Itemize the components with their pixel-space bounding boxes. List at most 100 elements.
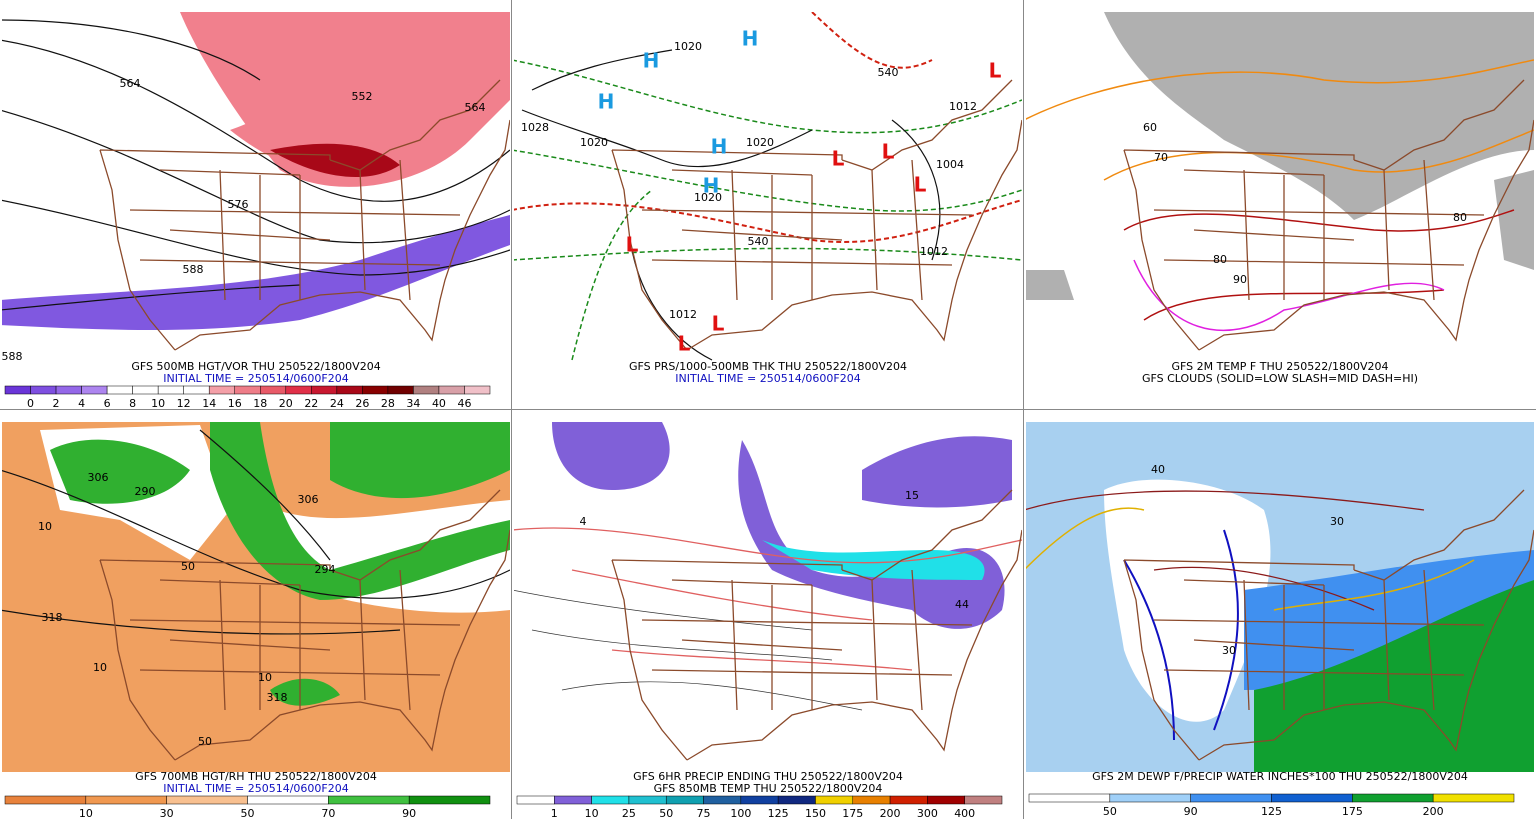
colorbar-segment — [336, 385, 363, 395]
colorbar-label: 40 — [432, 397, 446, 410]
colorbar-label: 90 — [402, 807, 416, 819]
contour-label: 576 — [228, 198, 249, 211]
panel-precip — [514, 422, 1022, 772]
colorbar-label: 10 — [79, 807, 93, 819]
colorbar-label: 50 — [1103, 805, 1117, 818]
colorbar-label: 12 — [177, 397, 191, 410]
colorbar-label: 8 — [129, 397, 136, 410]
caption: GFS 2M DEWP F/PRECIP WATER INCHES*100 TH… — [1092, 770, 1468, 783]
colorbar-segment — [464, 385, 491, 395]
contour-label: 30 — [1330, 515, 1344, 528]
contour-label: 60 — [1143, 121, 1157, 134]
colorbar-segment — [285, 385, 312, 395]
contour-label: 1020 — [746, 136, 774, 149]
contour-label: 1020 — [674, 40, 702, 53]
colorbar-label: 150 — [805, 807, 826, 819]
contour-label: 50 — [181, 560, 195, 573]
contour-label: 90 — [1233, 273, 1247, 286]
colorbar-segment — [387, 385, 414, 395]
colorbar-segment — [927, 795, 965, 805]
contour-label: 70 — [1154, 151, 1168, 164]
colorbar-label: 125 — [768, 807, 789, 819]
caption: INITIAL TIME = 250514/0600F204 — [163, 372, 348, 385]
colorbar-label: 16 — [228, 397, 242, 410]
contour-label: 294 — [315, 563, 336, 576]
caption: GFS CLOUDS (SOLID=LOW SLASH=MID DASH=HI) — [1142, 372, 1418, 385]
colorbar-segment — [889, 795, 928, 805]
colorbar-segment — [30, 385, 57, 395]
pressure-center: H — [711, 135, 728, 159]
colorbar-segment — [85, 795, 167, 805]
colorbar-segment — [852, 795, 891, 805]
colorbar-segment — [1109, 793, 1191, 803]
colorbar-segment — [157, 385, 184, 395]
colorbar-segment — [362, 385, 389, 395]
colorbar-segment — [55, 385, 82, 395]
contour-label: 1020 — [694, 191, 722, 204]
contour-label: 1012 — [669, 308, 697, 321]
panel-thickness — [514, 12, 1022, 362]
contour-label: 50 — [198, 735, 212, 748]
colorbar-segment — [408, 795, 491, 805]
colorbar-label: 400 — [954, 807, 975, 819]
caption: GFS 850MB TEMP THU 250522/1800V204 — [654, 782, 883, 795]
colorbar-segment — [106, 385, 133, 395]
colorbar-segment — [328, 795, 410, 805]
pressure-center: L — [882, 140, 895, 164]
panel-dewpoint — [1026, 422, 1534, 772]
contour-label: 588 — [2, 350, 23, 363]
colorbar-segment — [4, 385, 31, 395]
colorbar-segment — [591, 795, 630, 805]
contour-label: 306 — [88, 471, 109, 484]
colorbar-segment — [1028, 793, 1111, 803]
colorbar-label: 300 — [917, 807, 938, 819]
contour-label: 10 — [38, 520, 52, 533]
contour-label: 1012 — [949, 100, 977, 113]
colorbar-label: 30 — [160, 807, 174, 819]
pressure-center: L — [914, 173, 927, 197]
contour-label: 540 — [748, 235, 769, 248]
colorbar-segment — [234, 385, 261, 395]
contour-label: 10 — [93, 661, 107, 674]
colorbar-label: 25 — [622, 807, 636, 819]
contour-label: 80 — [1213, 253, 1227, 266]
contour-label: 318 — [42, 611, 63, 624]
colorbar-segment — [81, 385, 108, 395]
pressure-center: H — [643, 49, 660, 73]
colorbar-label: 125 — [1261, 805, 1282, 818]
colorbar-label: 22 — [304, 397, 318, 410]
colorbar-label: 1 — [551, 807, 558, 819]
colorbar-segment — [815, 795, 854, 805]
colorbar-label: 175 — [842, 807, 863, 819]
colorbar-segment — [4, 795, 87, 805]
colorbar-segment — [665, 795, 704, 805]
colorbar-segment — [1432, 793, 1515, 803]
caption: GFS 6HR PRECIP ENDING THU 250522/1800V20… — [633, 770, 903, 783]
contour-label: 564 — [465, 101, 486, 114]
colorbar-segment — [166, 795, 248, 805]
caption: GFS PRS/1000-500MB THK THU 250522/1800V2… — [629, 360, 907, 373]
colorbar-label: 28 — [381, 397, 395, 410]
pressure-center: H — [598, 90, 615, 114]
colorbar-label: 26 — [355, 397, 369, 410]
colorbar-segment — [777, 795, 816, 805]
pressure-center: H — [703, 174, 720, 198]
contour-label: 40 — [1151, 463, 1165, 476]
colorbar-segment — [1190, 793, 1272, 803]
contour-label: 1020 — [580, 136, 608, 149]
colorbar-segment — [247, 795, 329, 805]
colorbar-segment — [132, 385, 159, 395]
contour-label: 564 — [120, 77, 141, 90]
caption: GFS 2M TEMP F THU 250522/1800V204 — [1172, 360, 1389, 373]
colorbar-label: 10 — [585, 807, 599, 819]
pressure-center: L — [678, 332, 691, 356]
caption: GFS 700MB HGT/RH THU 250522/1800V204 — [135, 770, 377, 783]
contour-label: 318 — [267, 691, 288, 704]
contour-label: 44 — [955, 598, 969, 611]
contour-label: 15 — [905, 489, 919, 502]
colorbar-segment — [628, 795, 667, 805]
colorbar-segment — [1271, 793, 1353, 803]
pressure-center: L — [832, 147, 845, 171]
contour-label: 290 — [135, 485, 156, 498]
colorbar-label: 20 — [279, 397, 293, 410]
